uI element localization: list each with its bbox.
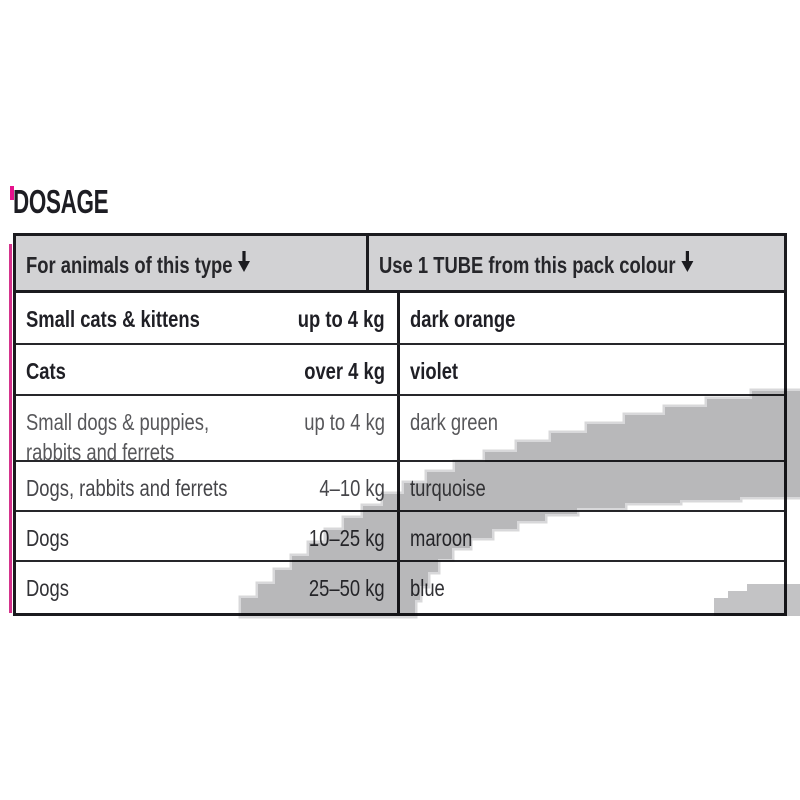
- animal-name: Small cats & kittens: [26, 306, 200, 332]
- animal-name: Dogs, rabbits and ferrets: [26, 475, 228, 501]
- down-arrow-icon: [681, 251, 694, 272]
- pack-colour: violet: [410, 358, 459, 384]
- animal-name: Dogs: [26, 525, 69, 551]
- table-row: Small dogs & puppies, rabbits and ferret…: [16, 394, 784, 465]
- table-row: Cats over 4 kg violet: [16, 343, 784, 394]
- animal-name: Dogs: [26, 575, 69, 601]
- animal-cell: Dogs 10–25 kg: [16, 512, 400, 560]
- table-row: Dogs 25–50 kg blue: [16, 560, 784, 613]
- animal-name: Cats: [26, 358, 66, 384]
- pack-colour-cell: dark orange: [400, 293, 784, 343]
- pack-colour: dark green: [410, 409, 498, 435]
- header-animal-type-label: For animals of this type: [26, 252, 233, 278]
- animal-cell: Dogs 25–50 kg: [16, 562, 400, 613]
- animal-cell: Small cats & kittens up to 4 kg: [16, 293, 400, 343]
- weight-range: 25–50 kg: [309, 575, 385, 601]
- pack-colour-cell: maroon: [400, 512, 784, 560]
- weight-range: up to 4 kg: [304, 409, 385, 435]
- magenta-registration-strip: [9, 244, 12, 613]
- weight-range: up to 4 kg: [298, 306, 385, 332]
- dosage-table: For animals of this type Use 1 TUBE from…: [13, 233, 787, 616]
- pack-colour: blue: [410, 575, 445, 601]
- pack-colour-cell: blue: [400, 562, 784, 613]
- animal-cell: Cats over 4 kg: [16, 345, 400, 394]
- magenta-registration-tick: [10, 186, 14, 200]
- animal-cell: Dogs, rabbits and ferrets 4–10 kg: [16, 462, 400, 510]
- weight-range: over 4 kg: [304, 358, 385, 384]
- weight-range: 10–25 kg: [309, 525, 385, 551]
- table-header-row: For animals of this type Use 1 TUBE from…: [16, 236, 784, 293]
- weight-range: 4–10 kg: [319, 475, 385, 501]
- pack-colour: maroon: [410, 525, 473, 551]
- down-arrow-icon: [238, 251, 251, 272]
- page-title: DOSAGE: [13, 183, 109, 220]
- pack-colour-cell: dark green: [400, 396, 784, 460]
- pack-colour: turquoise: [410, 475, 486, 501]
- pack-colour: dark orange: [410, 306, 516, 332]
- header-pack-colour-label: Use 1 TUBE from this pack colour: [379, 252, 676, 278]
- header-animal-type: For animals of this type: [16, 236, 370, 290]
- animal-cell: Small dogs & puppies, rabbits and ferret…: [16, 396, 400, 465]
- header-pack-colour: Use 1 TUBE from this pack colour: [369, 236, 784, 290]
- animal-name: Small dogs & puppies, rabbits and ferret…: [26, 409, 210, 466]
- table-row: Dogs 10–25 kg maroon: [16, 510, 784, 560]
- table-row: Small cats & kittens up to 4 kg dark ora…: [16, 293, 784, 343]
- pack-colour-cell: violet: [400, 345, 784, 394]
- pack-colour-cell: turquoise: [400, 462, 784, 510]
